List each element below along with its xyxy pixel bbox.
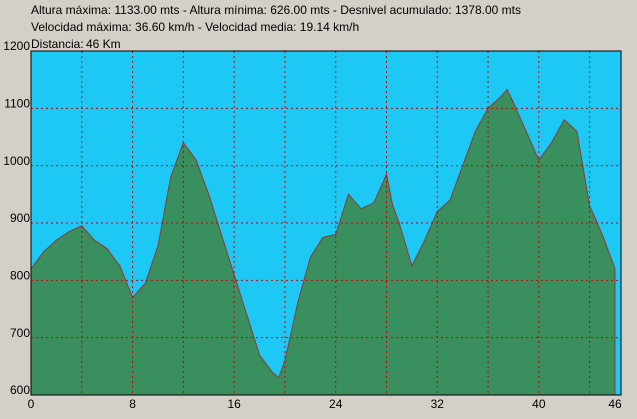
- y-tick-label: 1000: [3, 154, 30, 168]
- header-line: Velocidad máxima: 36.60 km/h - Velocidad…: [31, 20, 359, 34]
- x-tick-label: 46: [608, 397, 622, 411]
- x-tick-label: 24: [329, 397, 343, 411]
- x-tick-label: 40: [532, 397, 546, 411]
- x-tick-label: 32: [431, 397, 445, 411]
- y-tick-label: 1200: [3, 39, 30, 53]
- y-tick-label: 800: [10, 269, 30, 283]
- x-tick-label: 16: [227, 397, 241, 411]
- x-tick-label: 0: [28, 397, 35, 411]
- distance-value: 46 Km: [86, 37, 121, 51]
- header-line: Altura máxima: 1133.00 mts - Altura míni…: [31, 3, 521, 17]
- x-tick-label: 8: [129, 397, 136, 411]
- distance-label: Distancia:: [31, 37, 84, 51]
- y-tick-label: 700: [10, 326, 30, 340]
- y-tick-label: 1100: [4, 97, 30, 111]
- plot-frame: [30, 50, 622, 396]
- y-tick-label: 600: [10, 383, 30, 397]
- y-tick-label: 900: [10, 211, 30, 225]
